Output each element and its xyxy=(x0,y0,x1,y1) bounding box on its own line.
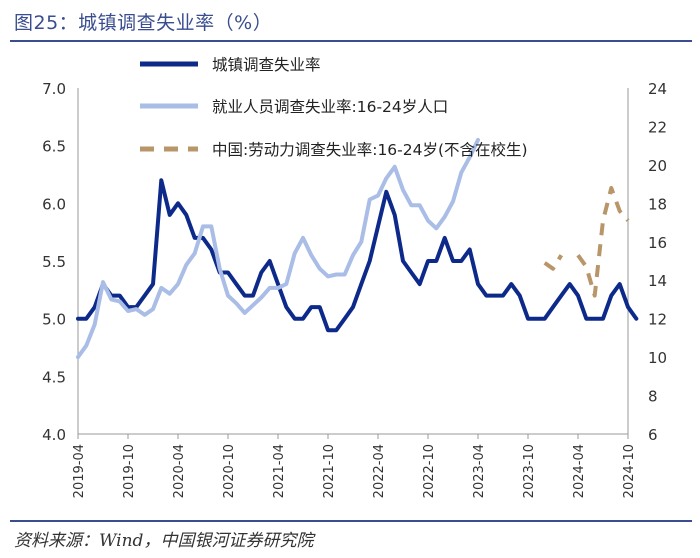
legend-label-3: 中国:劳动力调查失业率:16-24岁(不含在校生) xyxy=(212,141,528,159)
x-tick-label: 2021-04 xyxy=(272,444,287,498)
left-tick-label: 6.5 xyxy=(42,138,66,156)
right-tick-label: 22 xyxy=(648,118,667,136)
right-tick-label: 14 xyxy=(648,272,667,290)
x-tick-label: 2019-10 xyxy=(122,444,137,498)
right-tick-label: 8 xyxy=(648,388,658,406)
x-tick-label: 2021-10 xyxy=(322,444,337,498)
series-line-3 xyxy=(576,186,630,298)
left-tick-label: 4.0 xyxy=(42,426,66,444)
left-tick-label: 5.5 xyxy=(42,253,66,271)
chart-canvas: 4.0 4.5 5.0 5.5 6.0 6.5 7.0 6 8 10 12 14 16 18 20 22 24… xyxy=(42,56,667,498)
x-tick-label: 2024-10 xyxy=(622,444,637,498)
x-tick-label: 2020-04 xyxy=(172,444,187,498)
left-tick-label: 5.0 xyxy=(42,311,66,329)
right-tick-label: 6 xyxy=(648,426,658,444)
x-tick-label: 2022-10 xyxy=(422,444,437,498)
series-line-2 xyxy=(76,137,480,360)
right-axis-ticks: 6 8 10 12 14 16 18 20 22 24 xyxy=(648,80,667,444)
legend: 城镇调查失业率就业人员调查失业率:16-24岁人口中国:劳动力调查失业率:16-… xyxy=(140,56,528,159)
series-layer xyxy=(76,137,639,360)
plot-frame xyxy=(77,88,629,435)
bottom-rule xyxy=(10,520,692,522)
left-tick-label: 6.0 xyxy=(42,195,66,213)
x-tick-label: 2024-04 xyxy=(572,444,587,498)
left-tick-label: 7.0 xyxy=(42,80,66,98)
series-line-3 xyxy=(543,254,564,271)
x-tick-label: 2023-04 xyxy=(472,444,487,498)
series-line-1 xyxy=(76,178,639,333)
right-tick-label: 20 xyxy=(648,157,667,175)
left-axis-ticks: 4.0 4.5 5.0 5.5 6.0 6.5 7.0 xyxy=(42,80,66,444)
x-tick-label: 2020-10 xyxy=(222,444,237,498)
right-tick-label: 18 xyxy=(648,195,667,213)
right-tick-label: 16 xyxy=(648,234,667,252)
x-axis-ticks: 2019-04 2019-10 2020-04 2020-10 2021-04 2021-… xyxy=(72,434,637,498)
left-tick-label: 4.5 xyxy=(42,368,66,386)
right-tick-label: 10 xyxy=(648,349,667,367)
title-rule xyxy=(10,40,692,42)
right-tick-label: 12 xyxy=(648,311,667,329)
x-tick-label: 2023-10 xyxy=(522,444,537,498)
right-tick-label: 24 xyxy=(648,80,667,98)
legend-label-1: 城镇调查失业率 xyxy=(212,56,321,74)
figure-title: 图25：城镇调查失业率（%） xyxy=(14,12,273,34)
x-tick-label: 2022-04 xyxy=(372,444,387,498)
source-note: 资料来源：Wind，中国银河证券研究院 xyxy=(14,531,314,551)
x-tick-label: 2019-04 xyxy=(72,444,87,498)
legend-label-2: 就业人员调查失业率:16-24岁人口 xyxy=(212,98,448,116)
